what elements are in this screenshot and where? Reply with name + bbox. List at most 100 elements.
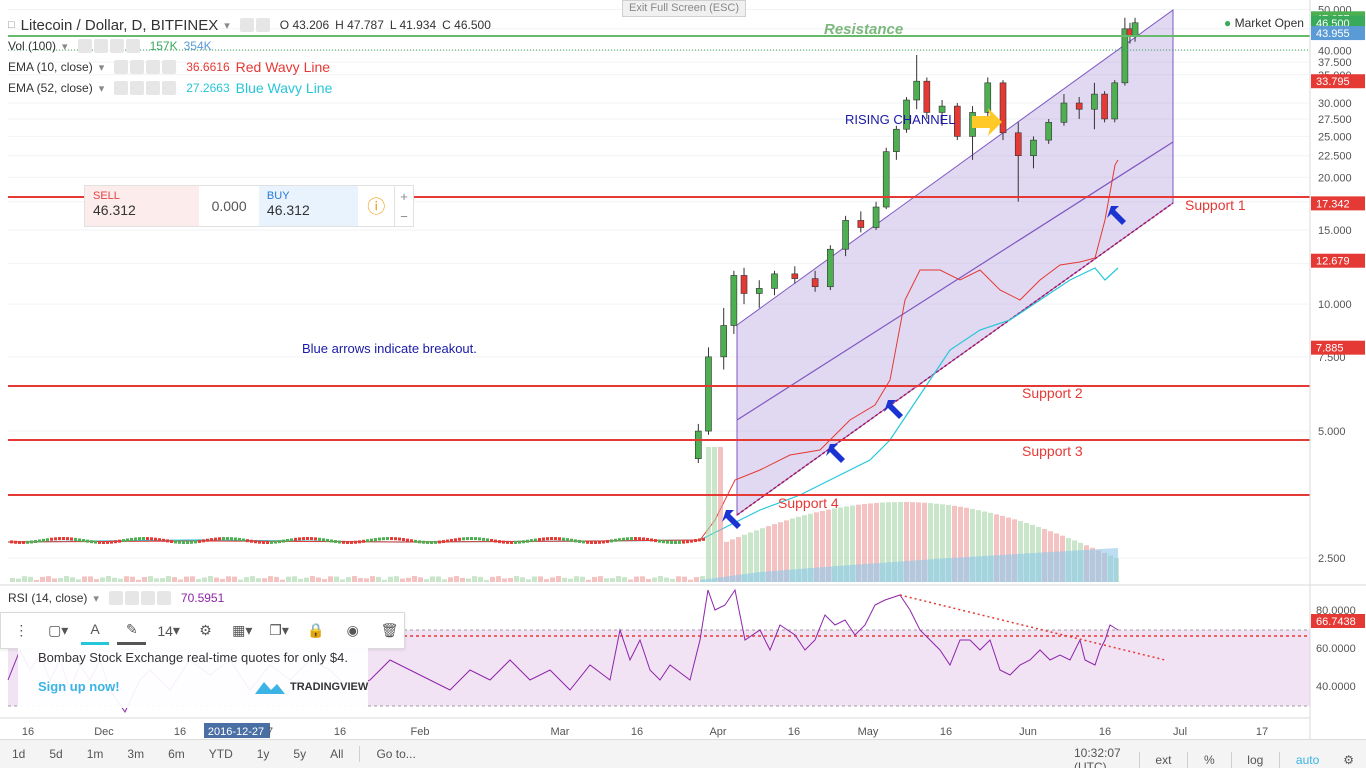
range-3m[interactable]: 3m [127,747,145,761]
volume-bar [88,576,93,582]
flat-candle [458,537,461,541]
range-1d[interactable]: 1d [12,747,26,761]
exit-fullscreen-button[interactable]: Exit Full Screen (ESC) [622,0,746,17]
legend-controls[interactable] [108,591,171,605]
chevron-down-icon[interactable]: ▾ [98,61,105,74]
flat-candle [194,540,197,544]
volume-bar [982,511,987,582]
minus-icon[interactable]: − [400,208,408,224]
range-5y[interactable]: 5y [293,747,307,761]
candle-body [938,105,946,113]
price-marker-bg [1311,253,1365,268]
flat-candle [618,538,621,542]
flat-candle [438,540,441,544]
symbol-title[interactable]: Litecoin / Dollar, D, BITFINEX [20,16,219,34]
volume-bar [670,578,675,582]
range-ytd[interactable]: YTD [208,747,233,761]
volume-bar [940,504,945,582]
flat-candle [562,537,565,541]
ema10-label[interactable]: EMA (10, close) [8,60,93,74]
flat-candle [498,540,501,544]
legend-controls[interactable] [239,18,270,32]
price-axis[interactable] [1310,0,1366,739]
price-tick: 27.500 [1318,114,1352,126]
flat-candle [482,537,485,541]
chevron-down-icon[interactable]: ▾ [93,592,99,605]
goto-button[interactable]: Go to... [376,747,416,761]
price-marker: 33.795 [1316,76,1350,88]
flat-candle [598,540,601,544]
drag-handle-icon[interactable]: ⋮ [14,622,29,638]
flat-candle [166,539,169,543]
rsi-label[interactable]: RSI (14, close) [8,591,88,605]
status-dot-icon: ● [1224,16,1232,30]
volume-legend: Vol (100) ▾ 157K 354K [8,37,212,55]
info-icon[interactable]: ⓘ [367,197,386,217]
chevron-down-icon[interactable]: ▾ [224,19,230,32]
volume-bar [418,577,423,582]
flat-candle [78,538,81,542]
ema10-note: Red Wavy Line [235,59,331,75]
font-size-select[interactable]: 14 ▾ [157,622,180,639]
text-color-icon[interactable]: A [80,617,110,645]
flat-candle [14,540,17,544]
volume-bar [826,509,831,582]
clone-icon[interactable]: ❐▾ [269,622,289,638]
gear-icon[interactable]: ⚙ [1343,753,1355,767]
volume-bar [772,524,777,582]
legend-controls[interactable] [114,60,177,74]
ohlc-open: O 43.206 [279,18,330,32]
collapse-icon[interactable]: □ [8,19,15,31]
flat-candle [146,537,149,541]
chevron-down-icon[interactable]: ▾ [98,82,105,95]
eye-icon[interactable]: ◉ [346,622,359,638]
buy-button[interactable]: BUY 46.312 [258,186,359,226]
legend-controls[interactable] [77,39,140,53]
chevron-down-icon[interactable]: ▾ [62,40,68,53]
template-icon[interactable]: ▦▾ [232,622,253,638]
price-tick: 30.000 [1318,98,1352,110]
market-status-text: Market Open [1234,16,1304,30]
plus-icon[interactable]: + [400,188,408,204]
candle-body [1131,22,1139,37]
flat-candle [686,540,689,544]
flat-candle [294,537,297,541]
candle-body [811,278,819,288]
quantity-stepper[interactable]: + − [394,186,413,226]
range-all[interactable]: All [330,747,344,761]
flat-candle [178,540,181,544]
volume-bar [766,526,771,582]
volume-bar [646,578,651,582]
ema52-label[interactable]: EMA (52, close) [8,81,93,95]
pencil-icon[interactable]: ✎ [117,617,147,645]
flat-candle [538,537,541,541]
lock-icon[interactable]: 🔒 [307,622,325,638]
range-5d[interactable]: 5d [49,747,63,761]
volume-bar [502,578,507,582]
yellow-arrow-icon [972,108,1002,136]
volume-bar [412,576,417,582]
auto-toggle[interactable]: auto [1295,753,1320,767]
legend-controls[interactable] [114,81,177,95]
volume-bar [58,577,63,582]
ad-signup-link[interactable]: Sign up now! [38,679,120,694]
volume-bar [556,576,561,582]
gear-icon[interactable]: ⚙ [199,622,212,638]
ad-banner[interactable]: Bombay Stock Exchange real-time quotes f… [18,648,368,708]
flat-candle [74,537,77,541]
line-style-icon[interactable]: ▢▾ [48,622,69,638]
range-6m[interactable]: 6m [168,747,185,761]
trash-icon[interactable]: 🗑 [380,622,399,638]
flat-candle [678,540,681,544]
volume-bar [586,579,591,582]
ext-toggle[interactable]: ext [1155,753,1172,767]
volume-label[interactable]: Vol (100) [8,39,57,53]
percent-toggle[interactable]: % [1204,753,1215,767]
range-1y[interactable]: 1y [256,747,270,761]
sell-button[interactable]: SELL 46.312 [85,186,200,226]
range-1m[interactable]: 1m [86,747,104,761]
candle-body [913,80,920,101]
log-toggle[interactable]: log [1247,753,1264,767]
volume-bar [490,576,495,582]
rsi-tick: 60.0000 [1316,643,1356,655]
